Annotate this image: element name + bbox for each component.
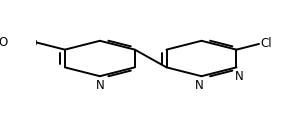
Text: N: N [235, 70, 243, 83]
Text: N: N [195, 79, 203, 92]
Text: O: O [0, 36, 7, 49]
Text: Cl: Cl [260, 37, 272, 50]
Text: N: N [95, 79, 104, 92]
